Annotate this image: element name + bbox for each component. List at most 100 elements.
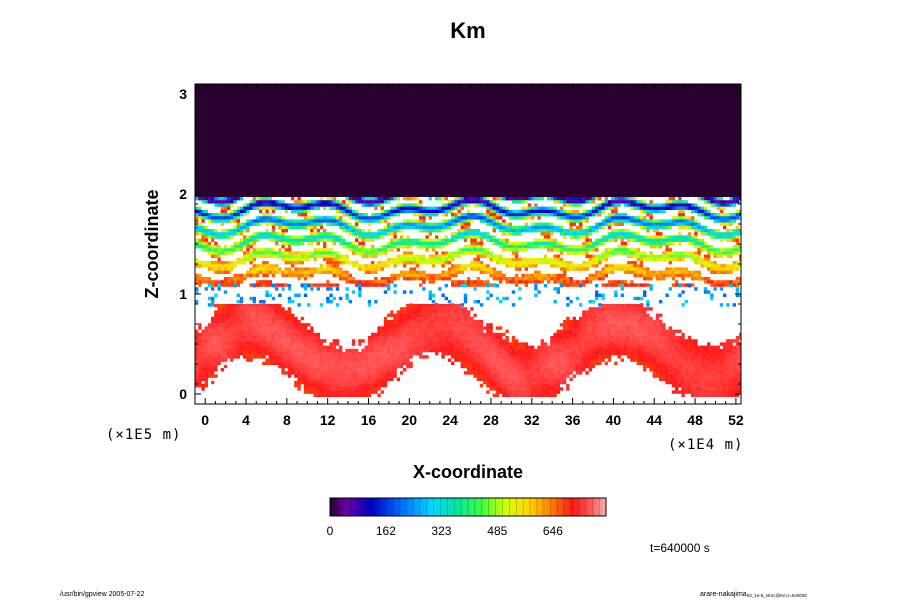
field-cell	[390, 245, 394, 249]
field-cell	[633, 232, 637, 236]
field-cell	[310, 270, 314, 274]
field-cell	[377, 264, 381, 268]
field-cell	[428, 222, 432, 226]
field-cell	[620, 348, 624, 353]
field-cell	[268, 235, 272, 239]
field-cell	[454, 197, 458, 201]
field-cell	[639, 222, 644, 226]
field-cell	[246, 320, 250, 324]
field-cell	[537, 241, 541, 246]
field-cell	[355, 280, 359, 284]
field-cell	[671, 336, 676, 340]
field-cell	[342, 277, 346, 281]
field-cell	[268, 270, 272, 274]
field-cell	[476, 323, 480, 327]
field-cell	[611, 320, 615, 324]
field-cell	[422, 329, 426, 333]
field-cell	[665, 329, 669, 333]
field-cell	[396, 326, 400, 330]
field-cell	[460, 329, 464, 333]
field-cell	[585, 339, 589, 343]
field-cell	[383, 352, 388, 356]
field-cell	[476, 248, 480, 252]
field-cell	[393, 326, 397, 330]
field-cell	[620, 293, 624, 297]
field-cell	[623, 229, 628, 233]
field-cell	[236, 219, 240, 223]
field-cell	[278, 342, 282, 346]
field-cell	[457, 310, 461, 314]
field-cell	[419, 257, 423, 262]
field-cell	[307, 352, 311, 356]
field-cell	[195, 206, 199, 210]
field-cell	[380, 203, 384, 207]
field-cell	[403, 307, 407, 311]
field-cell	[623, 323, 628, 327]
field-cell	[563, 273, 567, 278]
field-cell	[233, 229, 237, 233]
field-cell	[227, 352, 231, 356]
field-cell	[271, 232, 276, 236]
field-cell	[732, 216, 736, 220]
field-cell	[710, 264, 714, 268]
field-cell	[217, 264, 221, 268]
field-cell	[646, 326, 650, 330]
field-cell	[259, 200, 263, 204]
field-cell	[505, 197, 509, 201]
field-cell	[262, 323, 266, 327]
field-cell	[262, 339, 266, 343]
field-cell	[627, 248, 631, 252]
field-cell	[447, 300, 452, 304]
field-cell	[479, 261, 484, 265]
field-cell	[678, 348, 682, 353]
field-cell	[294, 257, 298, 262]
field-cell	[323, 352, 327, 356]
field-cell	[636, 257, 640, 262]
field-cell	[207, 323, 212, 327]
field-cell	[591, 254, 596, 258]
field-cell	[409, 197, 413, 201]
field-cell	[300, 273, 304, 278]
field-cell	[559, 216, 564, 220]
field-cell	[371, 203, 375, 207]
field-cell	[623, 280, 628, 284]
field-cell	[729, 222, 733, 226]
field-cell	[556, 248, 560, 252]
field-cell	[339, 241, 343, 246]
field-cell	[297, 241, 301, 246]
field-cell	[211, 339, 215, 343]
field-cell	[492, 348, 496, 353]
field-cell	[739, 213, 741, 217]
field-cell	[457, 352, 461, 356]
field-cell	[268, 238, 272, 242]
field-cell	[406, 332, 410, 337]
field-cell	[403, 273, 407, 278]
field-cell	[310, 348, 314, 353]
field-cell	[521, 273, 525, 278]
field-cell	[569, 200, 573, 204]
field-cell	[614, 200, 618, 204]
field-cell	[662, 219, 666, 223]
field-cell	[553, 257, 557, 262]
field-cell	[556, 348, 560, 353]
field-cell	[332, 200, 336, 204]
field-cell	[585, 310, 589, 314]
field-cell	[630, 203, 634, 207]
field-cell	[371, 280, 375, 284]
field-cell	[233, 304, 237, 308]
field-cell	[367, 348, 372, 353]
field-cell	[620, 213, 624, 217]
field-cell	[675, 348, 679, 353]
field-cell	[543, 235, 548, 239]
field-cell	[249, 283, 253, 287]
field-cell	[383, 200, 388, 204]
field-cell	[470, 307, 474, 311]
field-cell	[691, 203, 695, 207]
field-cell	[207, 326, 212, 330]
field-cell	[287, 222, 292, 226]
field-cell	[287, 248, 292, 252]
field-cell	[649, 332, 653, 337]
field-cell	[595, 323, 599, 327]
field-cell	[620, 307, 624, 311]
field-cell	[345, 203, 349, 207]
